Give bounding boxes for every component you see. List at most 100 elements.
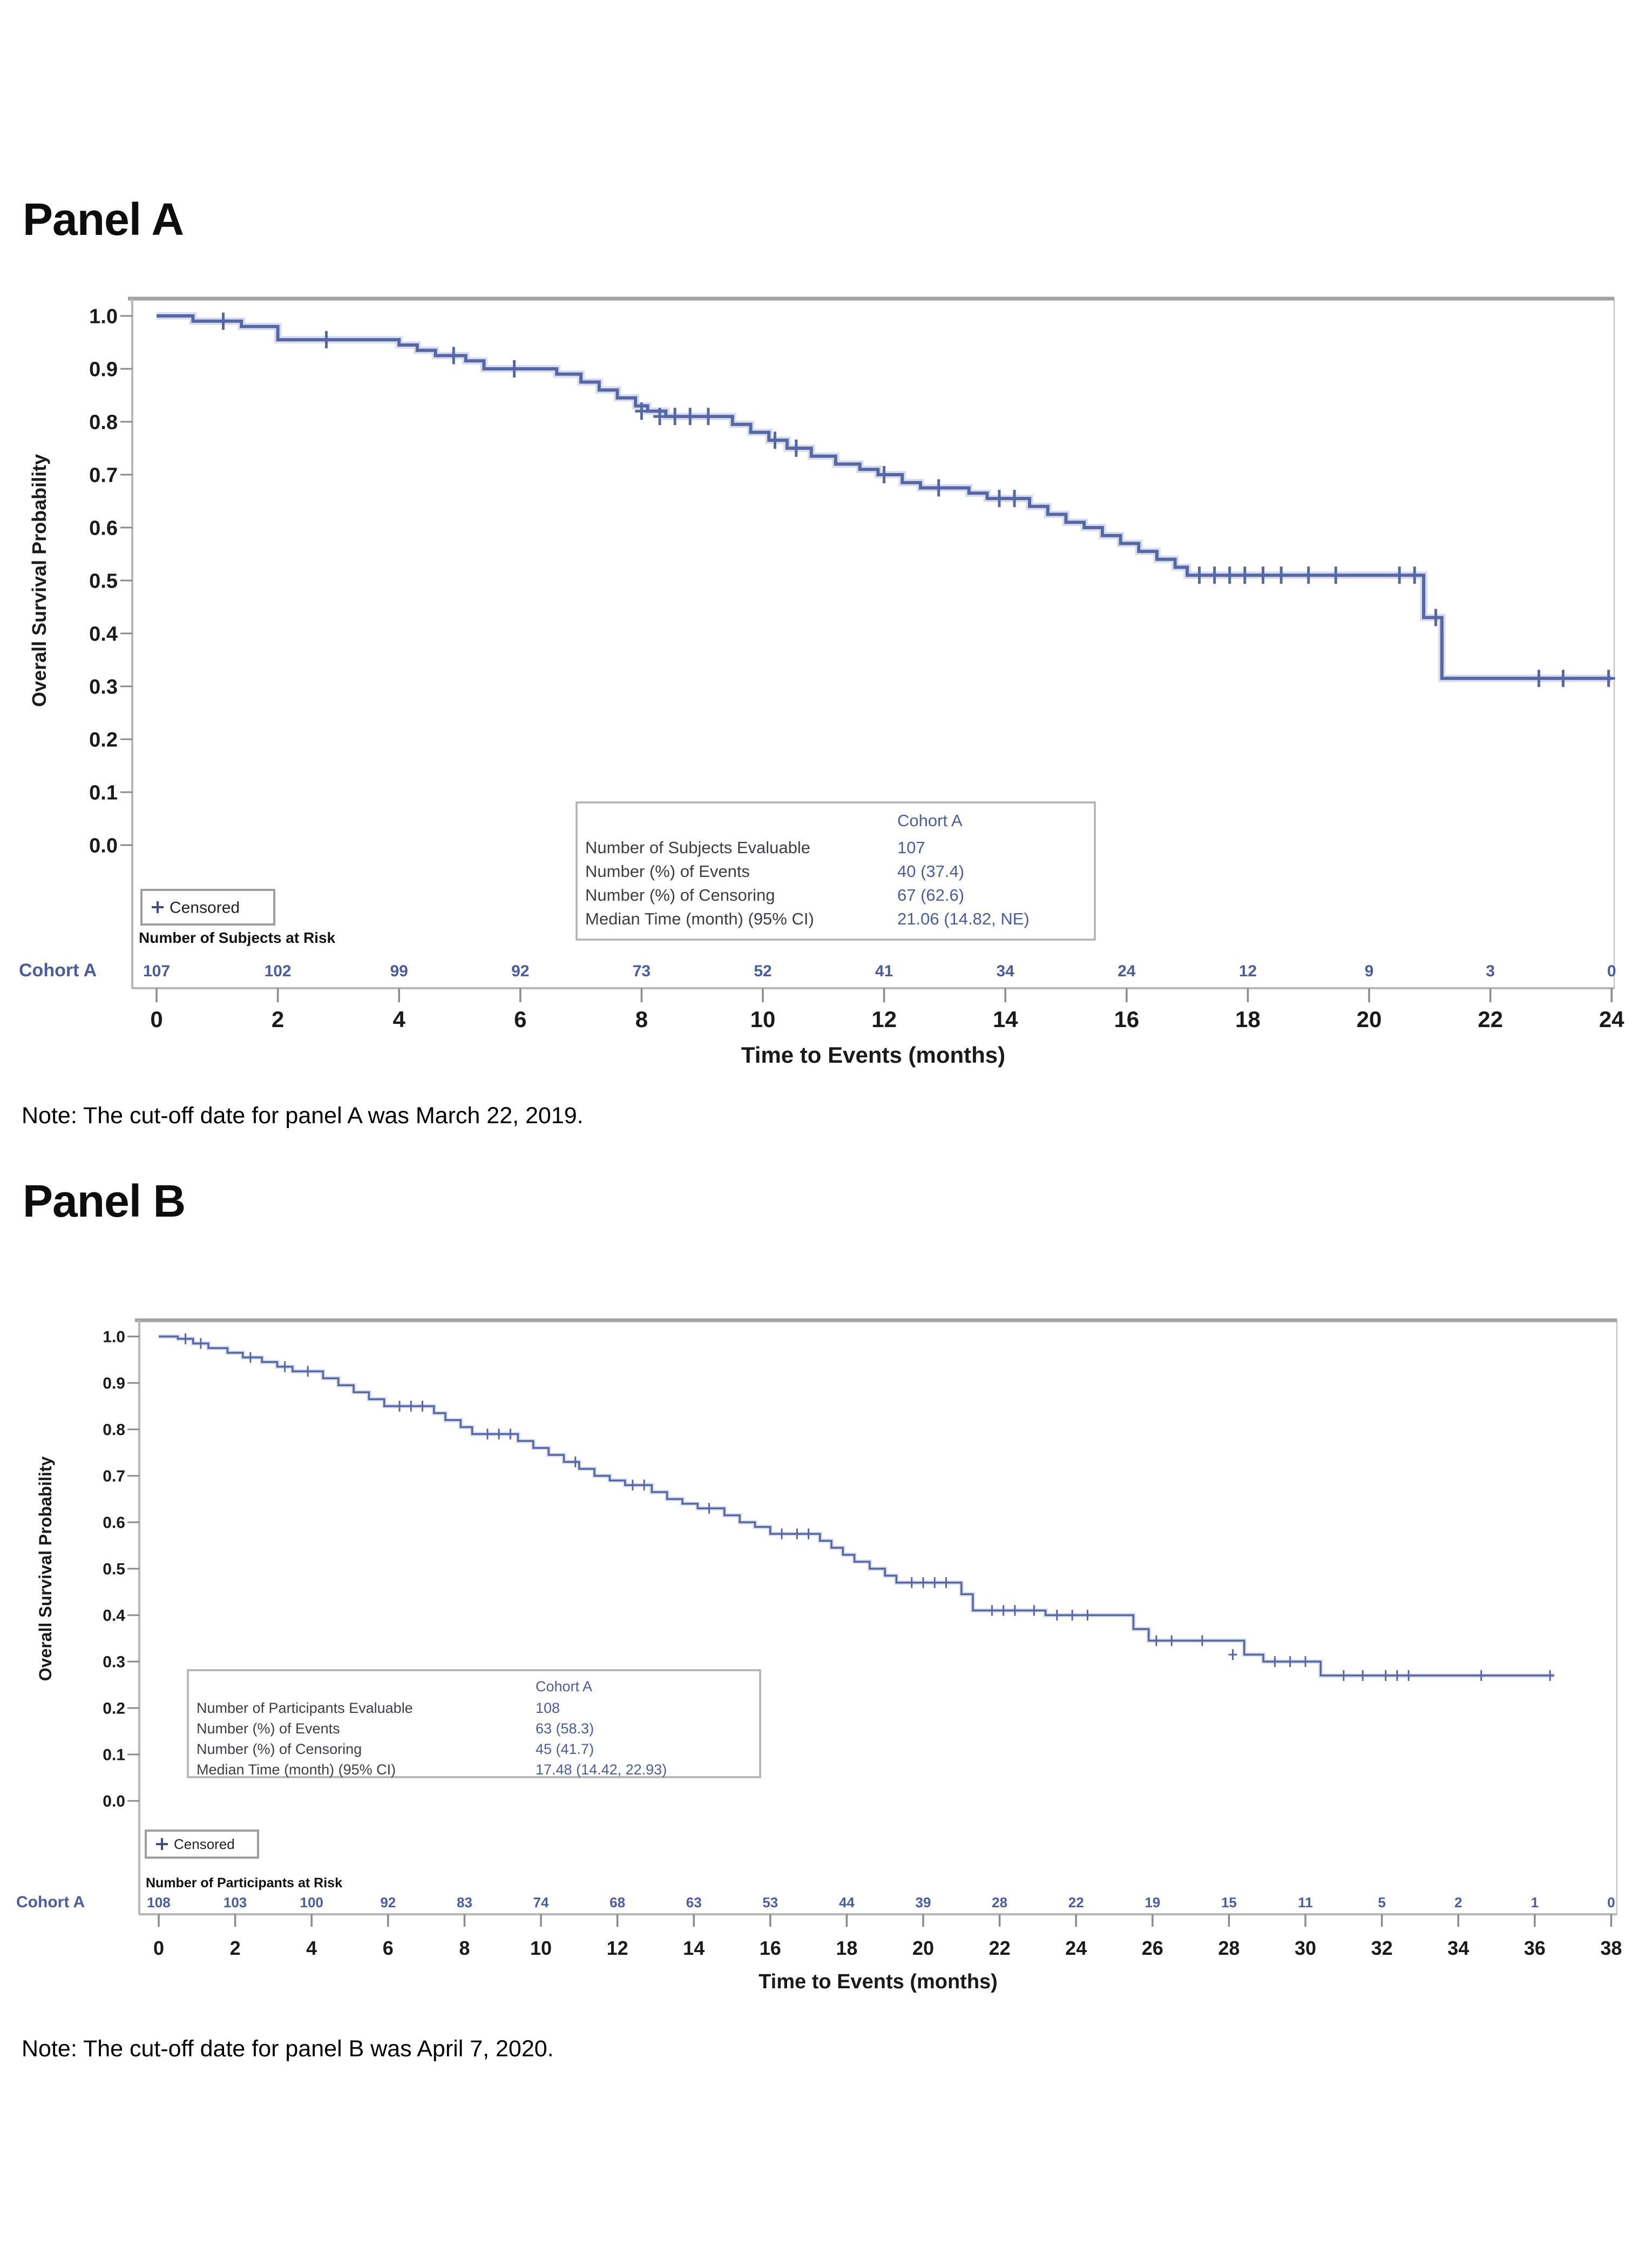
plot-area	[135, 1318, 1618, 1915]
risk-value: 107	[143, 962, 170, 980]
stats-row-label: Number of Participants Evaluable	[197, 1700, 413, 1716]
stats-header: Cohort A	[536, 1678, 592, 1695]
svg-text:20: 20	[912, 1937, 934, 1959]
svg-text:0.1: 0.1	[89, 781, 118, 804]
svg-text:20: 20	[1357, 1007, 1382, 1032]
censor-marks	[216, 312, 1615, 687]
svg-text:0.2: 0.2	[89, 728, 118, 751]
stats-row-value: 67 (62.6)	[897, 886, 964, 905]
risk-value: 74	[533, 1894, 549, 1911]
risk-table: Number of Subjects at Risk Cohort A 107 102…	[19, 929, 1616, 981]
svg-text:24: 24	[1065, 1937, 1087, 1959]
risk-value: 28	[992, 1894, 1007, 1911]
svg-text:22: 22	[1478, 1007, 1503, 1032]
svg-text:0.5: 0.5	[89, 570, 118, 592]
y-axis-title: Overall Survival Probability	[36, 1456, 55, 1681]
risk-value: 15	[1221, 1894, 1237, 1911]
risk-value: 41	[875, 962, 893, 980]
risk-row-label: Cohort A	[16, 1893, 85, 1911]
stats-box: Cohort A Number of Subjects Evaluable 107 N…	[576, 801, 1096, 941]
svg-text:0: 0	[153, 1937, 164, 1959]
svg-text:0.4: 0.4	[89, 623, 118, 645]
stats-row-label: Median Time (month) (95% CI)	[197, 1761, 396, 1778]
svg-text:18: 18	[836, 1937, 857, 1959]
svg-text:2: 2	[272, 1007, 284, 1032]
stats-row-value: 45 (41.7)	[536, 1741, 594, 1757]
svg-text:0.5: 0.5	[103, 1561, 125, 1578]
risk-value: 11	[1298, 1894, 1313, 1911]
risk-value: 63	[686, 1894, 702, 1911]
svg-text:0.1: 0.1	[103, 1746, 125, 1764]
svg-text:0.9: 0.9	[103, 1375, 125, 1393]
stats-row-value: 107	[897, 838, 925, 857]
risk-value: 73	[633, 962, 651, 980]
x-axis-title: Time to Events (months)	[741, 1042, 1005, 1068]
risk-value: 0	[1607, 1894, 1615, 1911]
svg-text:0.9: 0.9	[89, 358, 118, 381]
risk-value: 22	[1068, 1894, 1084, 1911]
risk-value: 92	[511, 962, 529, 980]
svg-text:0.3: 0.3	[89, 676, 118, 698]
stats-row-label: Number (%) of Events	[585, 862, 750, 881]
stats-row-label: Number (%) of Censoring	[197, 1741, 362, 1757]
risk-value: 92	[380, 1894, 396, 1911]
stats-box: Cohort A Number of Participants Evaluable…	[187, 1669, 761, 1778]
svg-text:10: 10	[530, 1937, 552, 1959]
panel-a-chart: 1.0 0.9 0.8 0.7 0.6 0.5 0.4 0.3 0.2 0.1 0.0 Overall…	[19, 296, 1624, 1068]
svg-text:0.6: 0.6	[89, 517, 118, 539]
svg-text:18: 18	[1235, 1007, 1261, 1032]
km-curve	[157, 312, 1612, 683]
risk-value: 0	[1607, 962, 1616, 980]
svg-text:34: 34	[1447, 1937, 1469, 1959]
svg-text:8: 8	[635, 1007, 648, 1032]
svg-text:1.0: 1.0	[89, 305, 118, 328]
svg-text:14: 14	[993, 1007, 1018, 1032]
svg-text:2: 2	[230, 1937, 241, 1959]
svg-text:4: 4	[393, 1007, 406, 1032]
stats-header: Cohort A	[897, 811, 963, 830]
x-axis-title: Time to Events (months)	[759, 1970, 998, 1993]
stats-row-label: Number (%) of Censoring	[585, 886, 775, 905]
stats-row-value: 63 (58.3)	[536, 1720, 594, 1737]
stats-row-label: Median Time (month) (95% CI)	[585, 909, 814, 928]
svg-text:30: 30	[1295, 1937, 1316, 1959]
risk-value: 100	[300, 1894, 323, 1911]
km-curve	[159, 1334, 1554, 1678]
svg-text:0.3: 0.3	[103, 1653, 125, 1671]
stats-row-value: 108	[536, 1700, 560, 1716]
svg-text:0.8: 0.8	[103, 1421, 125, 1439]
stats-row-value: 21.06 (14.82, NE)	[897, 909, 1030, 928]
risk-value: 108	[147, 1894, 170, 1911]
x-axis: 0 2 4 6 8 10 12 14 16 18 20 22 24 26 28 30 32 34 36 38Time …	[153, 1914, 1622, 1993]
risk-value: 9	[1365, 962, 1374, 980]
svg-text:32: 32	[1371, 1937, 1393, 1959]
svg-text:4: 4	[306, 1937, 317, 1959]
risk-value: 2	[1454, 1894, 1462, 1911]
svg-text:12: 12	[607, 1937, 628, 1959]
stats-row-label: Number of Subjects Evaluable	[585, 838, 810, 857]
svg-text:14: 14	[683, 1937, 705, 1959]
svg-text:16: 16	[1114, 1007, 1139, 1032]
risk-value: 1	[1531, 1894, 1539, 1911]
svg-text:10: 10	[750, 1007, 776, 1032]
svg-text:0.6: 0.6	[103, 1514, 125, 1532]
panel-a-title: Panel A	[23, 194, 184, 245]
svg-text:28: 28	[1218, 1937, 1240, 1959]
risk-value: 44	[839, 1894, 855, 1911]
svg-text:Censored: Censored	[174, 1836, 235, 1852]
risk-value: 83	[457, 1894, 472, 1911]
panel-b-title: Panel B	[23, 1176, 186, 1226]
risk-value: 99	[390, 962, 408, 980]
svg-text:0.4: 0.4	[103, 1607, 125, 1625]
risk-row-label: Cohort A	[19, 960, 97, 981]
risk-value: 3	[1486, 962, 1495, 980]
risk-table-header: Number of Subjects at Risk	[139, 929, 336, 946]
svg-text:12: 12	[871, 1007, 897, 1032]
stats-row-value: 40 (37.4)	[897, 862, 964, 881]
svg-text:0.0: 0.0	[103, 1793, 125, 1811]
panel-b-note: Note: The cut-off date for panel B was A…	[22, 2036, 554, 2062]
risk-value: 5	[1378, 1894, 1385, 1911]
risk-value: 34	[997, 962, 1015, 980]
